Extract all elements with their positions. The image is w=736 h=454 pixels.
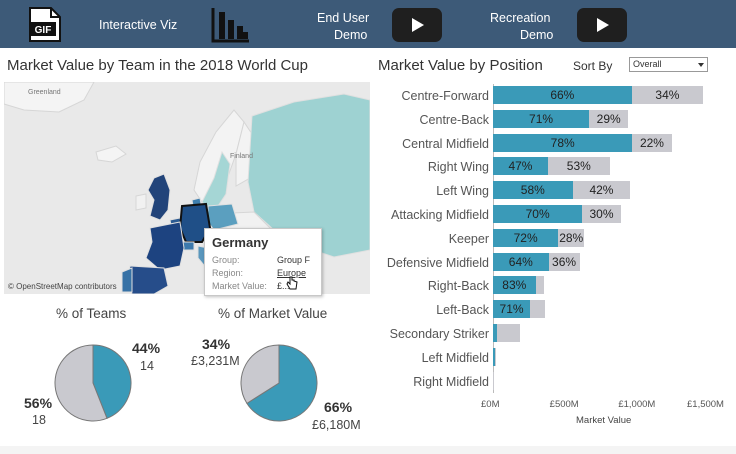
x-axis-label: Market Value [576,415,632,427]
sort-by-select[interactable]: Overall [629,57,708,72]
bar-segment-selected[interactable] [493,324,498,342]
category-label: Right Wing [427,160,489,175]
pie-teams-slice-selected[interactable] [92,344,132,419]
bar-segment-other[interactable] [547,157,610,176]
bar-segment-other[interactable] [582,205,621,223]
bar-chart-icon[interactable] [211,6,251,44]
category-label: Left Wing [436,184,489,199]
category-label: Central Midfield [402,136,489,151]
interactive-viz-label[interactable]: Interactive Viz [99,18,178,32]
pie-teams-pct-other: 56% [24,395,53,411]
pie-value-slice-other[interactable] [240,344,280,405]
category-label: Right Midfield [413,374,489,389]
bar-segment-other[interactable] [535,276,545,295]
greenland-label: Greenland [28,89,61,96]
sort-by-value: Overall [633,59,662,69]
pie-value[interactable] [240,344,318,422]
bar-segment-other[interactable] [572,181,631,200]
play-icon [597,18,609,32]
category-label: Centre-Back [419,112,489,127]
category-label: Keeper [448,231,489,246]
bar-segment-other[interactable] [589,109,629,128]
map-attribution: © OpenStreetMap contributors [8,282,117,291]
bar-segment-selected[interactable] [493,205,583,223]
category-label: Secondary Striker [389,327,489,341]
pie-teams-pct-selected: 44% [132,340,161,356]
bar-chart-title: Market Value by Position [378,57,543,74]
category-label: Left Midfield [421,350,489,365]
bar-segment-other[interactable] [631,86,704,104]
pie-teams[interactable] [54,344,132,422]
category-label: Defensive Midfield [386,255,489,270]
chevron-down-icon [698,63,704,67]
footer-toolbar [0,446,736,454]
tooltip-mv-value: £...M [277,281,298,291]
recreation-label-2: Demo [520,28,554,42]
gif-icon[interactable]: GIF [27,6,63,43]
category-label: Left-Back [436,303,489,318]
bar-segment-selected[interactable] [493,347,495,366]
pie-value-pct-other: 34% [202,336,231,352]
recreation-label-1: Recreation [490,11,551,25]
bar-segment-selected[interactable] [493,252,549,271]
pie-teams-count-selected: 14 [140,359,154,373]
bar-segment-other[interactable] [494,347,496,366]
end-user-label-2: Demo [334,28,368,42]
bar-segment-selected[interactable] [493,181,573,200]
bar-segment-selected[interactable] [493,86,632,104]
bar-segment-other[interactable] [632,133,672,152]
bar-segment-other[interactable] [548,252,580,271]
end-user-demo-play-button[interactable] [392,8,442,42]
tooltip-region-value[interactable]: Europe [277,268,307,278]
tooltip-group-key: Group: [212,255,240,265]
tooltip-region-key: Region: [212,268,244,278]
pie-value-title: % of Market Value [218,306,328,321]
finland-label: Finland [230,153,253,160]
pie-value-count-other: £3,231M [191,354,240,368]
gif-label: GIF [35,25,52,36]
pie-teams-slice-other[interactable] [54,344,108,422]
bar-segment-selected[interactable] [493,228,559,247]
bar-segment-other[interactable] [497,324,520,342]
bar-segment-other[interactable] [493,371,495,390]
bar-segment-selected[interactable] [493,300,531,319]
tooltip-mv-key: Market Value: [212,281,267,291]
pie-teams-title: % of Teams [56,306,127,321]
bar-segment-selected[interactable] [493,133,633,152]
play-icon [412,18,424,32]
recreation-demo-play-button[interactable] [577,8,627,42]
category-label: Right-Back [427,279,489,294]
bar-segment-other[interactable] [530,300,546,319]
bar-segment-selected[interactable] [493,157,548,176]
x-axis-tick-label: £500M [549,399,579,411]
bar-segment-selected[interactable] [493,109,590,128]
bar-segment-other[interactable] [558,228,584,247]
pie-teams-count-other: 18 [32,413,46,427]
tooltip-group-value: Group F [277,255,311,265]
cursor-hand-icon [286,276,298,290]
map-tooltip: Germany Group: Group F Region: Europe Ma… [204,228,322,296]
category-label: Centre-Forward [401,89,489,103]
x-axis-tick-label: £0M [481,399,500,411]
pie-value-pct-selected: 66% [324,399,353,415]
pie-value-count-selected: £6,180M [312,418,361,432]
bar-segment-selected[interactable] [493,276,536,295]
category-label: Attacking Midfield [391,208,489,222]
header-bar: GIF Interactive Viz End User Demo Recrea… [0,0,736,48]
tooltip-title: Germany [212,235,269,250]
x-axis-tick-label: £1,000M [618,399,656,411]
sort-by-label: Sort By [573,59,613,73]
pie-value-slice-selected[interactable] [246,344,318,422]
end-user-label-1: End User [317,11,370,25]
map-title: Market Value by Team in the 2018 World C… [7,57,308,74]
x-axis-tick-label: £1,500M [687,399,724,411]
